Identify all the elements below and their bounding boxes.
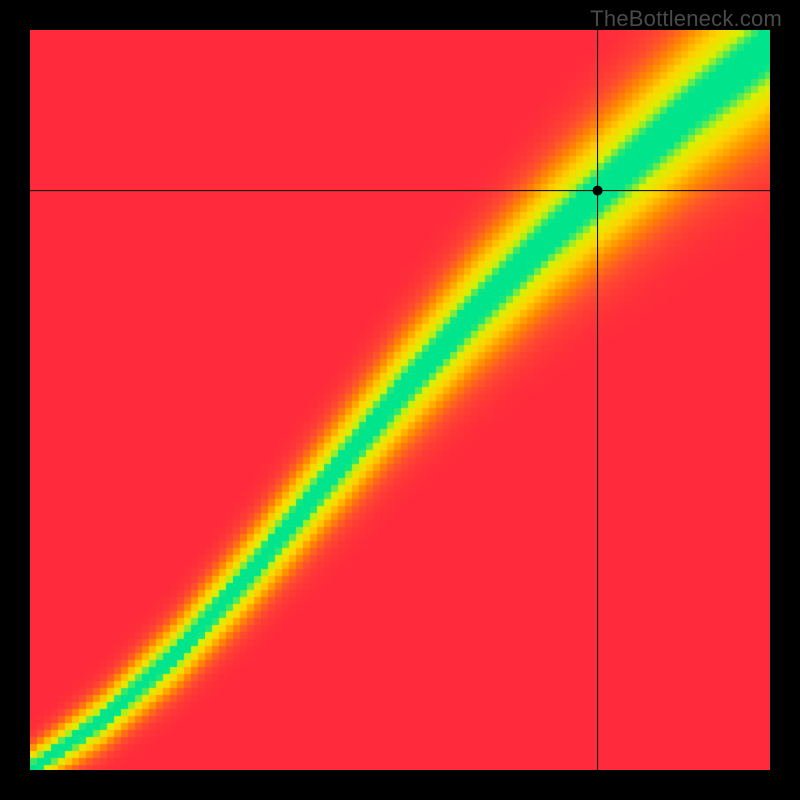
heatmap-canvas [30,30,770,770]
heatmap-plot [30,30,770,770]
chart-frame: TheBottleneck.com [0,0,800,800]
attribution-text: TheBottleneck.com [590,6,782,32]
